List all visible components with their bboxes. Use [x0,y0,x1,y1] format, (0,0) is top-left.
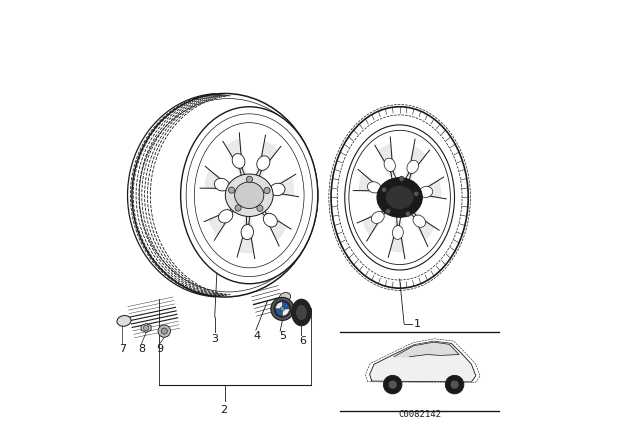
Text: 6: 6 [300,336,306,346]
Ellipse shape [331,107,468,288]
Circle shape [383,375,402,394]
Ellipse shape [407,160,419,173]
Ellipse shape [385,185,414,210]
Ellipse shape [257,156,270,170]
Ellipse shape [195,123,304,268]
Polygon shape [260,207,286,240]
Polygon shape [209,205,237,235]
Text: C0082142: C0082142 [398,410,441,419]
Text: 5: 5 [279,331,286,341]
Circle shape [399,176,404,181]
Ellipse shape [392,226,403,239]
Circle shape [405,211,411,216]
Circle shape [143,325,148,331]
Ellipse shape [264,213,277,227]
Text: 4: 4 [253,331,260,341]
Circle shape [246,176,253,182]
Circle shape [235,205,241,211]
Ellipse shape [279,293,291,302]
Circle shape [445,375,464,394]
Text: 2: 2 [220,405,228,415]
Circle shape [450,380,459,389]
Circle shape [271,297,294,320]
Polygon shape [394,342,459,357]
Polygon shape [417,181,441,198]
Circle shape [413,191,419,196]
Ellipse shape [225,174,273,216]
Wedge shape [282,302,289,309]
Circle shape [280,307,285,311]
Polygon shape [406,146,426,178]
Wedge shape [275,309,282,316]
Polygon shape [370,341,476,382]
Ellipse shape [349,130,451,265]
Circle shape [161,328,167,334]
Circle shape [385,209,391,214]
Circle shape [228,187,235,193]
Ellipse shape [218,210,233,223]
Ellipse shape [241,224,253,240]
Ellipse shape [296,305,307,320]
Ellipse shape [180,107,318,284]
Ellipse shape [384,158,396,172]
Polygon shape [363,208,387,235]
Ellipse shape [367,182,381,193]
Circle shape [388,380,397,389]
Circle shape [264,187,270,194]
Ellipse shape [232,154,245,168]
Wedge shape [275,302,282,309]
Circle shape [381,187,387,192]
Text: 8: 8 [138,344,145,354]
Circle shape [257,205,263,211]
Ellipse shape [371,211,384,224]
Polygon shape [390,221,403,252]
Ellipse shape [117,315,131,326]
Polygon shape [378,145,396,177]
Ellipse shape [377,177,422,217]
Ellipse shape [132,94,318,297]
Text: 9: 9 [156,344,163,354]
Wedge shape [282,309,289,316]
Ellipse shape [413,215,426,227]
Ellipse shape [419,186,433,198]
Circle shape [274,301,291,317]
Polygon shape [227,139,245,176]
Ellipse shape [270,183,285,196]
Ellipse shape [235,182,264,208]
Ellipse shape [345,125,454,270]
Polygon shape [411,211,434,240]
Polygon shape [266,177,294,195]
Polygon shape [239,217,253,253]
Polygon shape [205,170,234,192]
Text: 3: 3 [211,334,218,344]
Circle shape [158,325,170,337]
Polygon shape [359,174,383,194]
Ellipse shape [214,178,229,191]
Text: 1: 1 [414,319,421,328]
Polygon shape [255,142,277,178]
Polygon shape [141,323,151,332]
Ellipse shape [292,299,311,326]
Text: 7: 7 [119,344,126,354]
